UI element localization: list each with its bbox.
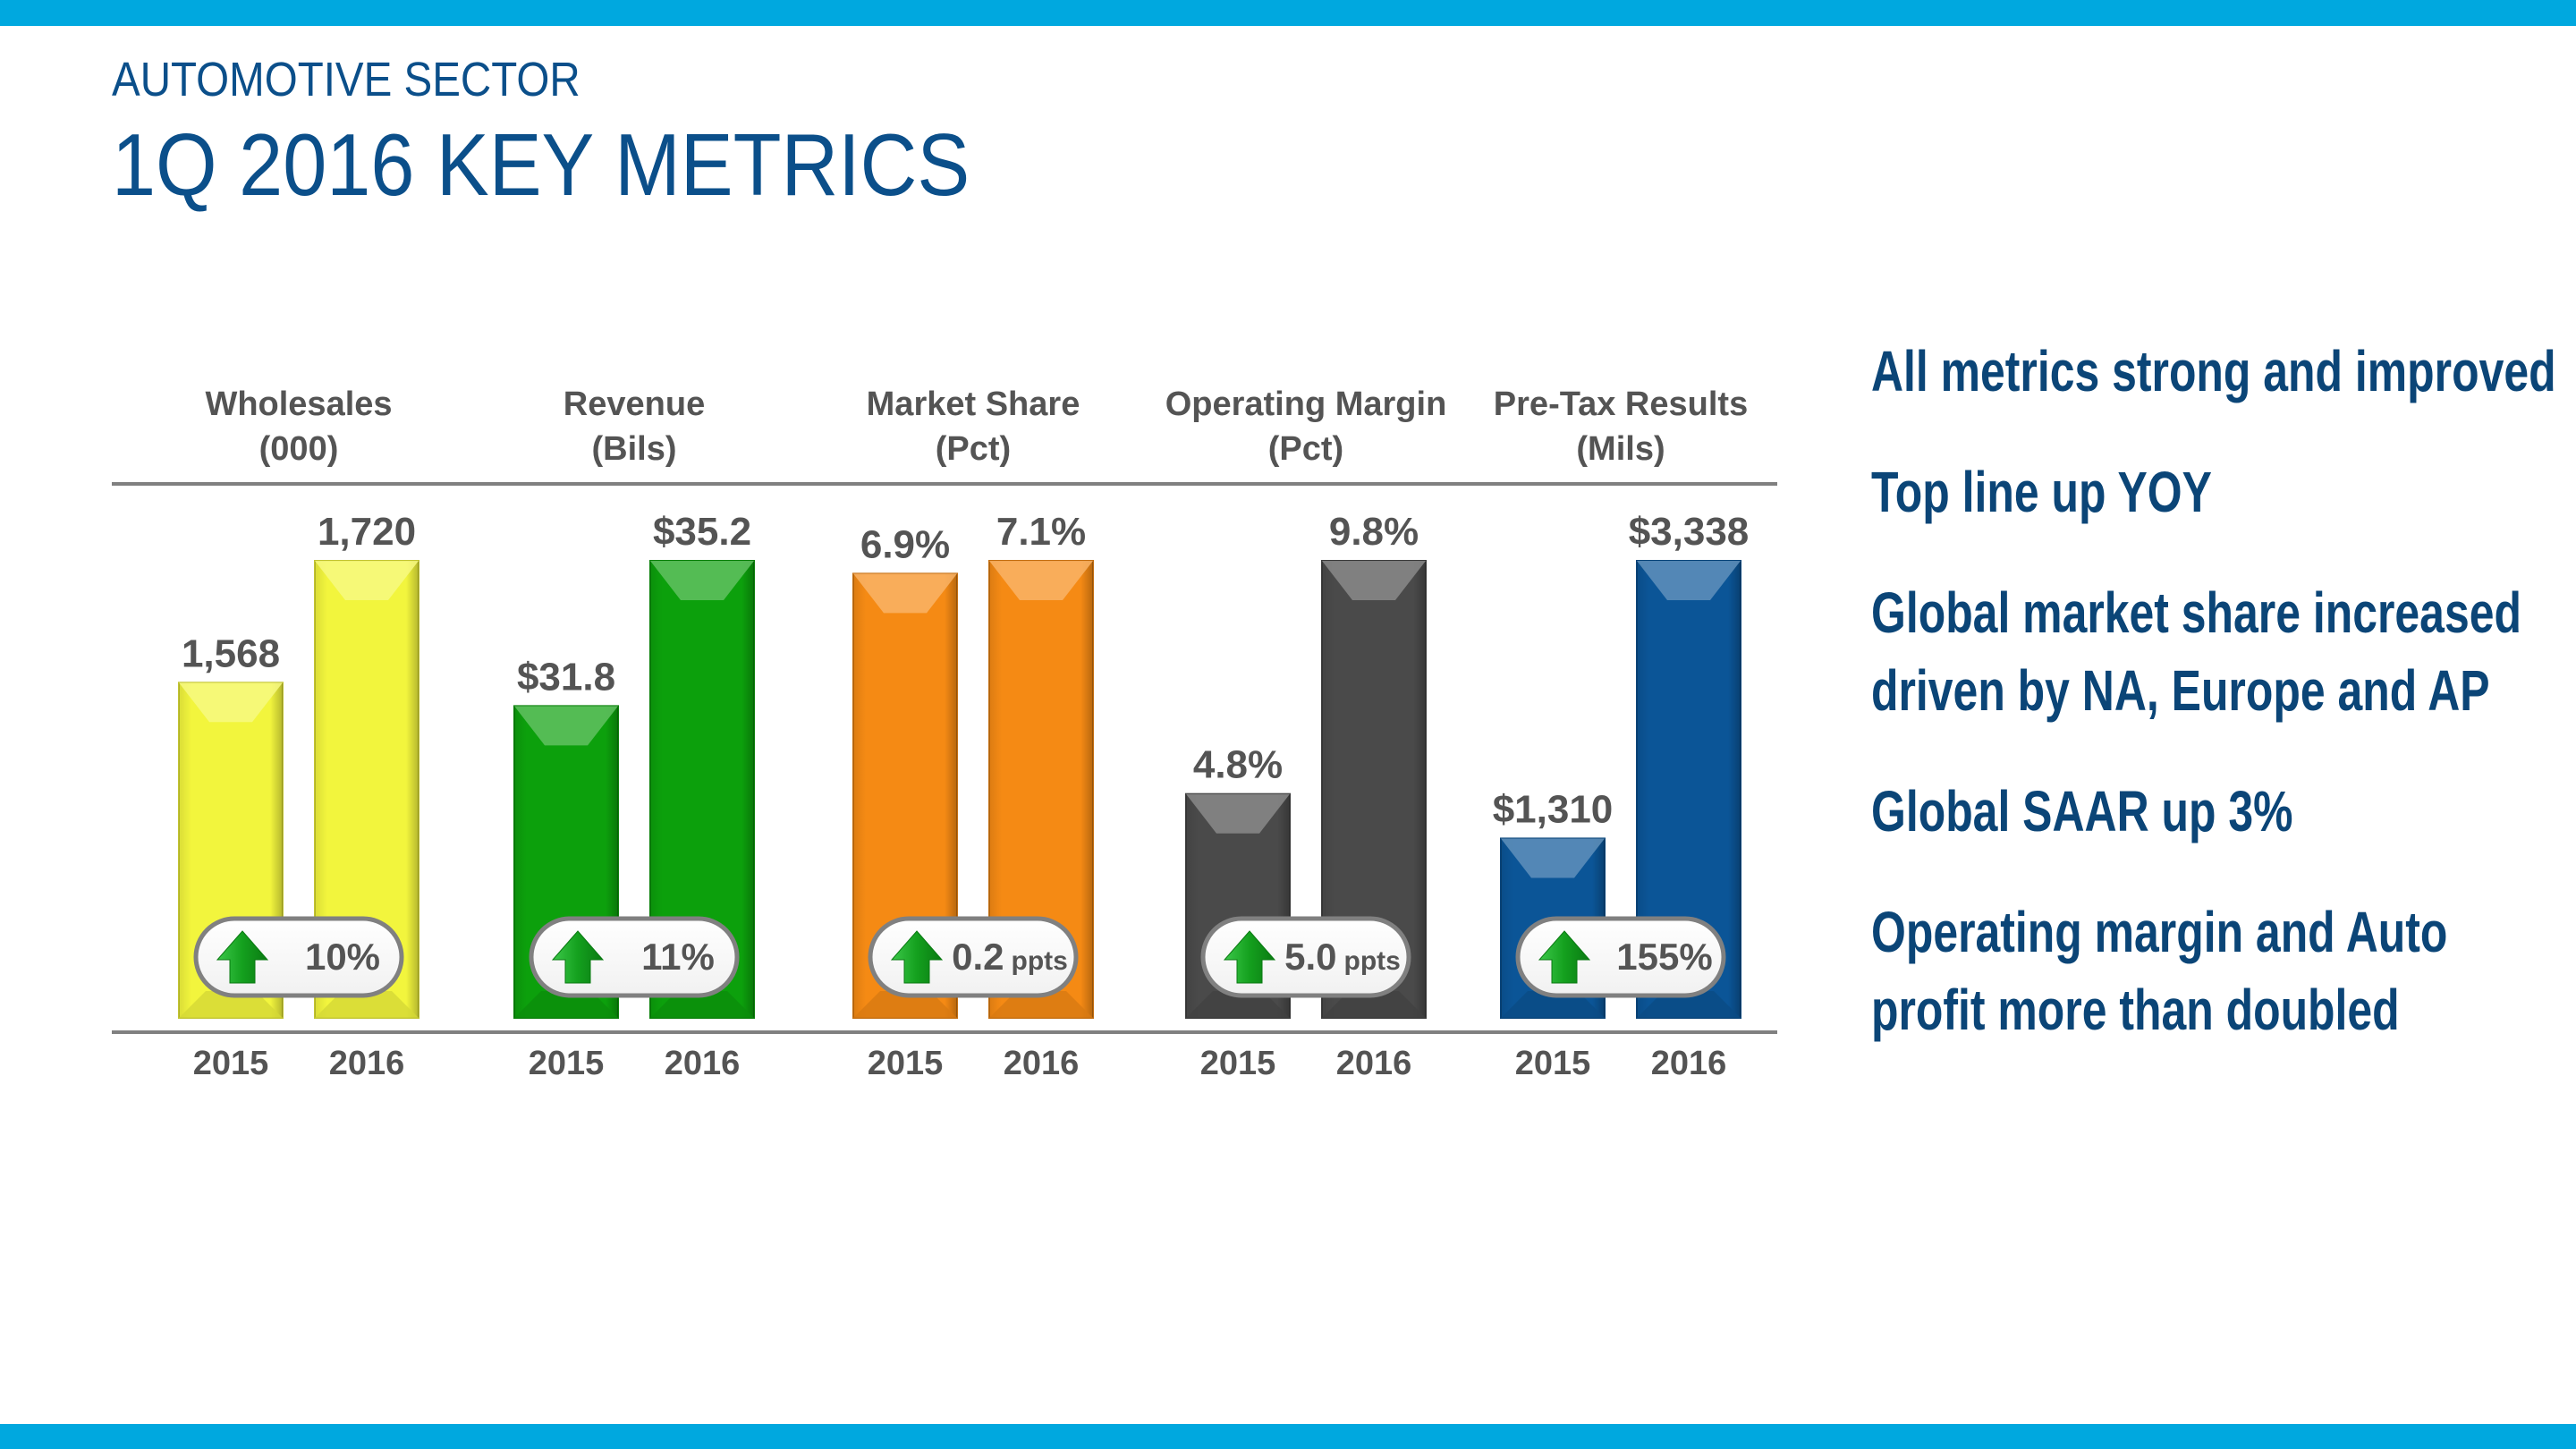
panel-title: Operating Margin [1165, 386, 1447, 423]
key-metrics-chart: Wholesales (000) 1,568 2015 1,720 2016 10% Reve… [112, 386, 1777, 1082]
up-arrow-icon [1538, 930, 1591, 984]
x-tick-label: 2016 [1004, 1045, 1080, 1082]
x-tick-label: 2016 [665, 1045, 741, 1082]
bottom-accent-band [0, 1424, 2576, 1449]
bar-value-label: $35.2 [653, 510, 751, 554]
change-badge: 0.2 ppts [868, 916, 1079, 998]
panel-unit: (Pct) [936, 430, 1011, 468]
x-tick-label: 2015 [1200, 1045, 1276, 1082]
x-tick-label: 2016 [329, 1045, 405, 1082]
bar-value-label: 9.8% [1329, 510, 1419, 554]
change-badge: 5.0 ppts [1200, 916, 1411, 998]
bar-bevel-top [179, 682, 283, 723]
change-badge: 11% [529, 916, 740, 998]
x-tick-label: 2016 [1651, 1045, 1727, 1082]
panel-revenue: Revenue (Bils) $31.8 2015 $35.2 2016 11% [513, 386, 755, 1082]
bar-bevel-top [989, 561, 1093, 600]
up-arrow-icon [551, 930, 605, 984]
bar-value-label: $3,338 [1629, 510, 1750, 554]
panel-title: Revenue [564, 386, 705, 423]
bar-bevel-top [315, 561, 419, 600]
panel-unit: (Pct) [1268, 430, 1343, 468]
bar-bevel-top [1186, 793, 1290, 834]
bar-2015: 1,568 2015 [178, 631, 284, 1082]
change-value: 10% [305, 936, 380, 978]
up-arrow-icon [890, 930, 944, 984]
panel-wholesales: Wholesales (000) 1,568 2015 1,720 2016 10% [178, 386, 419, 1082]
bar-2016: 1,720 2016 [314, 510, 419, 1082]
bar-bevel-top [650, 561, 754, 600]
top-accent-band [0, 0, 2576, 26]
panel-title: Market Share [867, 386, 1080, 423]
change-badge: 155% [1515, 916, 1726, 998]
bar-bevel-top [853, 573, 957, 614]
x-tick-label: 2016 [1336, 1045, 1412, 1082]
bar-bevel-top [1322, 561, 1426, 600]
panel-pre-tax-results: Pre-Tax Results (Mils) $1,310 2015 $3,338 201… [1493, 386, 1750, 1082]
bullet-item: Global market share increased driven by … [1871, 580, 2521, 723]
up-arrow-icon [1223, 930, 1276, 984]
bullet-item: Global SAAR up 3% [1871, 779, 2293, 843]
bar-bevel-top [1637, 561, 1741, 600]
change-value: 11% [641, 936, 715, 978]
bullet-item: Top line up YOY [1871, 460, 2212, 524]
bar-value-label: $1,310 [1493, 787, 1614, 831]
panel-operating-margin: Operating Margin (Pct) 4.8% 2015 9.8% 2016 5.0… [1165, 386, 1447, 1082]
bar-value-label: 4.8% [1193, 743, 1283, 787]
panel-unit: (Bils) [592, 430, 677, 468]
x-tick-label: 2015 [529, 1045, 605, 1082]
up-arrow-icon [216, 930, 269, 984]
bar-value-label: 1,568 [182, 631, 280, 675]
x-tick-label: 2015 [193, 1045, 269, 1082]
bar-value-label: 6.9% [860, 522, 950, 566]
panel-unit: (000) [259, 430, 339, 468]
bullet-item: Operating margin and Auto profit more th… [1871, 900, 2448, 1042]
bar-value-label: 1,720 [318, 510, 416, 554]
bar-value-label: 7.1% [996, 510, 1086, 554]
bullet-item: All metrics strong and improved [1871, 339, 2556, 403]
summary-bullets: All metrics strong and improved Top line… [1871, 333, 2569, 1092]
change-badge: 10% [193, 916, 404, 998]
bar-2015: 6.9% 2015 [852, 522, 958, 1082]
bar-2015: $31.8 2015 [513, 655, 619, 1082]
change-value: 5.0 ppts [1284, 936, 1401, 978]
change-value: 0.2 ppts [952, 936, 1068, 978]
panel-title: Pre-Tax Results [1494, 386, 1748, 423]
section-subtitle: AUTOMOTIVE SECTOR [112, 53, 580, 106]
panel-unit: (Mils) [1576, 430, 1665, 468]
x-tick-label: 2015 [1515, 1045, 1591, 1082]
bar-bevel-top [514, 706, 618, 746]
bar-value-label: $31.8 [517, 655, 615, 699]
change-value: 155% [1616, 936, 1712, 978]
page-title: 1Q 2016 KEY METRICS [112, 115, 970, 214]
bar-bevel-top [1501, 838, 1605, 878]
panel-market-share: Market Share (Pct) 6.9% 2015 7.1% 2016 0.2 ppts [852, 386, 1094, 1082]
panel-title: Wholesales [205, 386, 392, 423]
x-tick-label: 2015 [868, 1045, 944, 1082]
